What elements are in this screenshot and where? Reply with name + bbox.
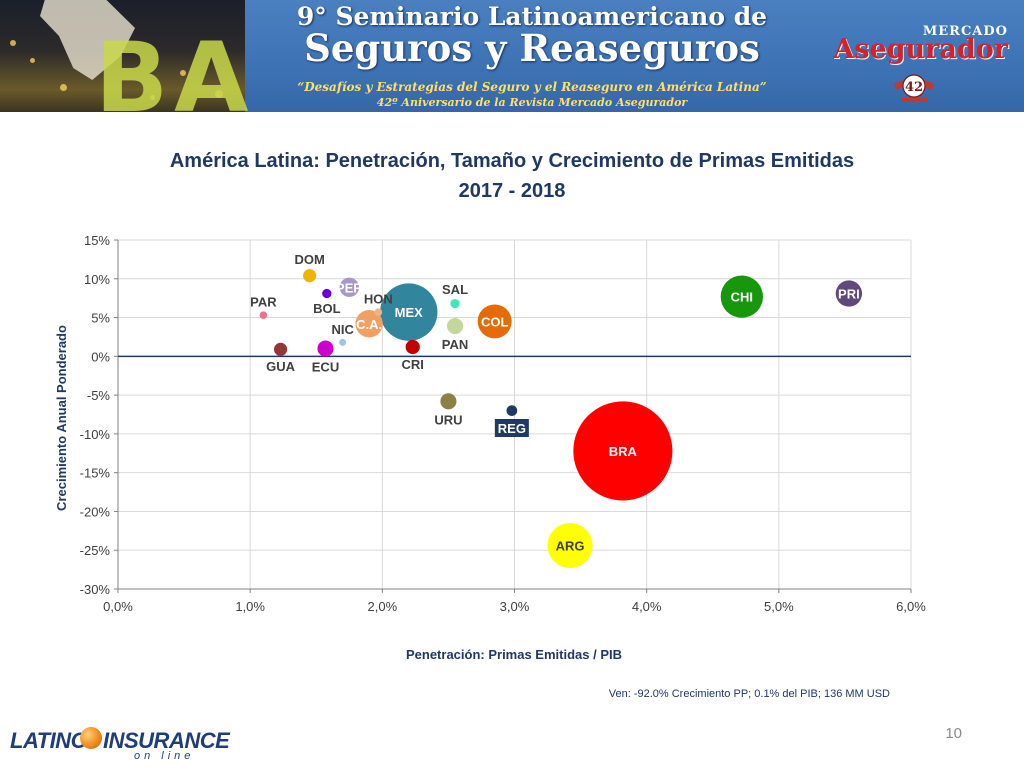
bubble-uru — [440, 393, 457, 410]
logo-text-latino: LATINO — [10, 728, 88, 753]
label-cri: CRI — [402, 357, 424, 372]
y-tick-label: -30% — [80, 582, 111, 597]
x-axis-title: Penetración: Primas Emitidas / PIB — [406, 647, 622, 662]
axes — [114, 239, 912, 593]
label-dom: DOM — [294, 252, 324, 267]
bubble-mex — [380, 283, 438, 341]
bubble-sal — [450, 298, 460, 309]
mercado-asegurador-logo: MERCADO Asegurador 42 — [822, 22, 1008, 104]
bubble-chart: 15% 10% 5% 0% -5% -10% -15% -20% -25% -30% 0,0% 1,0… — [54, 233, 927, 662]
bubble-dom — [303, 269, 317, 283]
y-tick-label: 5% — [91, 311, 110, 326]
y-tick-label: -25% — [80, 543, 111, 558]
y-tick-label: 10% — [84, 272, 110, 287]
label-pan: PAN — [442, 337, 468, 352]
venezuela-note: Ven: -92.0% Crecimiento PP; 0.1% del PIB… — [608, 688, 890, 700]
bubbles — [259, 269, 863, 569]
bubble-nic — [339, 338, 347, 346]
label-ecu: ECU — [312, 360, 339, 375]
bubble-gua — [273, 342, 288, 356]
globe-icon — [80, 727, 102, 749]
label-uru: URU — [434, 412, 462, 427]
bubble-pri — [835, 280, 863, 307]
city-letters: BA — [95, 22, 255, 112]
label-sal: SAL — [442, 282, 468, 297]
buenos-aires-photo: BA — [0, 0, 248, 112]
y-tick-label: -15% — [80, 466, 111, 481]
y-tick-label: 15% — [84, 233, 110, 248]
label-par: PAR — [250, 294, 277, 309]
logo-main-text: Asegurador — [833, 34, 1008, 65]
header-banner: BA 9° Seminario Latinoamericano de Segur… — [0, 0, 1024, 112]
bubble-hon — [374, 308, 383, 316]
page-number: 10 — [945, 725, 962, 742]
seminar-subtitle-line1: “Desafíos y Estrategias del Seguro y el … — [297, 80, 767, 94]
label-per: PER — [336, 280, 363, 295]
x-tick-label: 0,0% — [103, 599, 133, 614]
label-box-reg — [494, 418, 529, 437]
y-tick-label: -5% — [87, 388, 111, 403]
label-arg: ARG — [556, 539, 585, 554]
seminar-title-line1: 9° Seminario Latinoamericano de — [296, 2, 768, 31]
label-bra: BRA — [609, 444, 638, 459]
x-tick-label: 5,0% — [764, 599, 794, 614]
bubble-ca — [355, 310, 383, 338]
label-chi: CHI — [731, 290, 753, 305]
label-gua: GUA — [266, 359, 296, 374]
logo-text-insurance: INSURANCE — [103, 728, 230, 753]
bubble-pan — [446, 318, 464, 335]
x-tick-label: 2,0% — [368, 599, 398, 614]
label-reg: REG — [498, 421, 526, 436]
bubble-col — [477, 304, 512, 339]
bubble-arg — [547, 523, 593, 569]
seminar-subtitle-line2: 42º Aniversario de la Revista Mercado As… — [376, 96, 688, 109]
tick-labels: 15% 10% 5% 0% -5% -10% -15% -20% -25% -30% 0,0% 1,0… — [80, 233, 927, 614]
chart-title-line2: 2017 - 2018 — [458, 180, 566, 202]
label-mex: MEX — [395, 305, 424, 320]
label-nic: NIC — [331, 322, 354, 337]
bubble-bra — [573, 401, 673, 501]
bubble-par — [259, 311, 268, 320]
label-hon: HON — [364, 291, 393, 306]
label-col: COL — [481, 314, 509, 329]
bubble-bol — [322, 288, 332, 299]
x-tick-label: 3,0% — [500, 599, 530, 614]
latino-insurance-logo: LATINO INSURANCE on line — [10, 724, 230, 764]
y-axis-title: Crecimiento Anual Ponderado — [54, 325, 69, 511]
x-tick-label: 6,0% — [896, 599, 926, 614]
anniversary-badge-icon: 42 — [894, 74, 934, 102]
logo-top-text: MERCADO — [922, 24, 1008, 39]
bubble-chi — [720, 275, 763, 318]
label-ca: C.A. — [356, 317, 382, 332]
y-tick-label: -10% — [80, 427, 111, 442]
seminar-title-line2: Seguros y Reaseguros — [304, 26, 760, 70]
bubble-cri — [405, 339, 420, 355]
y-tick-label: 0% — [91, 349, 110, 364]
bubble-ecu — [317, 340, 334, 357]
x-tick-label: 4,0% — [632, 599, 662, 614]
label-bol: BOL — [313, 301, 341, 316]
chart-title-line1: América Latina: Penetración, Tamaño y Cr… — [169, 150, 855, 172]
bubble-reg — [506, 405, 518, 416]
badge-number: 42 — [905, 80, 923, 95]
logo-text-online: on line — [134, 750, 195, 762]
chart-title: América Latina: Penetración, Tamaño y Cr… — [40, 146, 984, 206]
x-tick-label: 1,0% — [235, 599, 265, 614]
bubble-per — [339, 277, 359, 297]
y-tick-label: -20% — [80, 504, 111, 519]
label-pri: PRI — [838, 287, 860, 302]
